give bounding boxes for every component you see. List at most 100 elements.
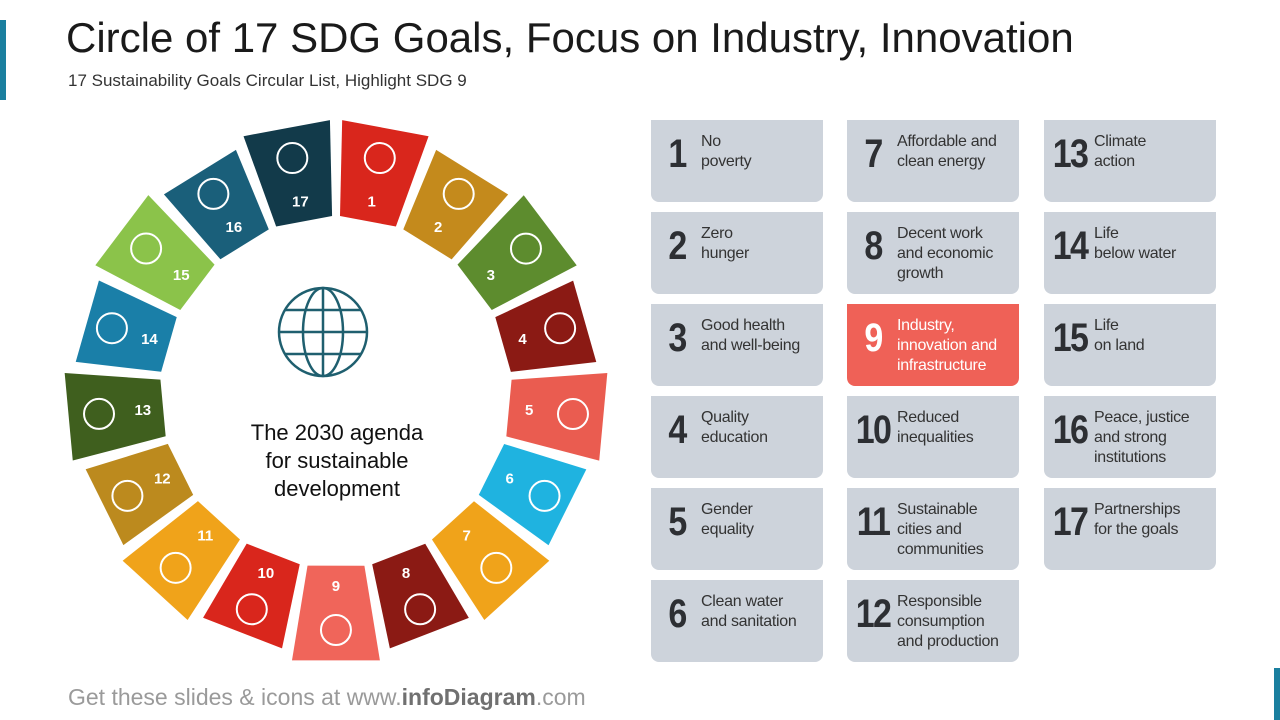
- goal-label-line: Partnerships: [1094, 501, 1181, 518]
- segment-number: 14: [141, 331, 158, 348]
- goal-label-line: cities and: [897, 521, 962, 538]
- goal-card: 8 Decent work and economic growth: [847, 212, 1019, 294]
- segment-number: 4: [518, 331, 527, 348]
- goal-card: 3 Good health and well-being: [651, 304, 823, 386]
- goal-label-line: Reduced: [897, 409, 959, 426]
- goal-number: 15: [1052, 316, 1089, 360]
- goal-number: 6: [668, 592, 687, 636]
- goal-label-line: and well-being: [701, 337, 800, 354]
- center-text: development: [274, 476, 400, 501]
- goal-number: 1: [668, 132, 687, 176]
- goal-label-line: below water: [1094, 245, 1177, 262]
- goal-number: 11: [856, 500, 891, 544]
- segment-icon: [95, 312, 128, 345]
- goal-label-line: Gender: [701, 501, 753, 518]
- goal-card: 17 Partnerships for the goals: [1044, 488, 1216, 570]
- footer: Get these slides & icons at www.infoDiag…: [68, 684, 586, 711]
- goal-card: 10 Reduced inequalities: [847, 396, 1019, 478]
- segment-icon: [159, 551, 192, 584]
- goal-label-line: institutions: [1094, 449, 1166, 466]
- goal-label: Clean water and sanitation: [701, 592, 797, 632]
- goal-label: Decent work and economic growth: [897, 224, 993, 284]
- goal-label: Gender equality: [701, 500, 754, 540]
- segment-icon: [130, 232, 163, 265]
- segment-icon: [235, 593, 268, 626]
- goal-number: 3: [668, 316, 687, 360]
- title: Circle of 17 SDG Goals, Focus on Industr…: [66, 14, 1074, 61]
- segment-number: 8: [402, 565, 410, 582]
- segment-icon: [83, 397, 116, 430]
- goal-label-line: Quality: [701, 409, 749, 426]
- goal-label-line: Peace, justice: [1094, 409, 1190, 426]
- goal-label: Peace, justice and strong institutions: [1094, 408, 1190, 468]
- goal-label: Reduced inequalities: [897, 408, 974, 448]
- goal-label-line: Life: [1094, 317, 1119, 334]
- wheel-segment: [291, 565, 380, 661]
- segment-icon: [544, 312, 577, 345]
- goal-label-line: Good health: [701, 317, 785, 334]
- goal-number: 7: [864, 132, 883, 176]
- accent-bar: [1274, 668, 1280, 720]
- goal-label-line: and economic: [897, 245, 994, 262]
- goal-label: Zero hunger: [701, 224, 749, 264]
- segment-number: 1: [368, 193, 376, 210]
- footer-text: .com: [535, 684, 586, 710]
- wheel-segment: [203, 543, 300, 649]
- goal-number: 16: [1052, 408, 1089, 452]
- goal-label: Sustainable cities and communities: [897, 500, 984, 560]
- goal-label: Climate action: [1094, 132, 1146, 172]
- footer-text: Get these slides & icons at www.: [68, 684, 402, 710]
- goal-label-line: growth: [897, 265, 944, 282]
- segment-number: 6: [505, 471, 513, 488]
- segment-icon: [197, 177, 230, 210]
- goal-label-line: infrastructure: [897, 357, 987, 374]
- goal-label: Life below water: [1094, 224, 1176, 264]
- wheel-segment: [478, 443, 587, 546]
- wheel-segment: [506, 373, 608, 461]
- goal-label: Responsible consumption and production: [897, 592, 999, 652]
- wheel-segment: [431, 501, 550, 621]
- goal-label: Quality education: [701, 408, 768, 448]
- goal-number: 17: [1052, 500, 1089, 544]
- goal-label-line: clean energy: [897, 153, 986, 170]
- segment-icon: [509, 232, 542, 265]
- goal-card: 1 No poverty: [651, 120, 823, 202]
- center-text: for sustainable: [265, 448, 408, 473]
- segment-number: 7: [462, 527, 470, 544]
- segment-icon: [319, 614, 352, 646]
- goal-label-line: on land: [1094, 337, 1145, 354]
- goal-card: 4 Quality education: [651, 396, 823, 478]
- goal-label-line: and sanitation: [701, 613, 797, 630]
- goal-label-line: Climate: [1094, 133, 1147, 150]
- footer-brand: infoDiagram: [401, 684, 536, 710]
- wheel-segment: [403, 149, 509, 260]
- goal-card: 6 Clean water and sanitation: [651, 580, 823, 662]
- segment-number: 15: [173, 267, 190, 284]
- goal-number: 14: [1052, 224, 1089, 268]
- wheel-segment: [64, 372, 166, 461]
- segment-number: 11: [197, 527, 213, 544]
- goal-label-line: education: [701, 429, 768, 446]
- segment-icon: [111, 479, 144, 512]
- goal-card: 13 Climate action: [1044, 120, 1216, 202]
- segment-icon: [363, 142, 396, 175]
- goal-label: Industry, innovation and infrastructure: [897, 316, 997, 376]
- goal-label-line: for the goals: [1094, 521, 1179, 538]
- wheel-segment: [163, 149, 269, 260]
- center-text: The 2030 agenda: [251, 420, 424, 445]
- goal-label: Life on land: [1094, 316, 1145, 356]
- goal-label-line: communities: [897, 541, 984, 558]
- segment-number: 12: [154, 470, 171, 487]
- segment-number: 3: [487, 267, 495, 284]
- goal-label-line: Industry,: [897, 317, 955, 334]
- goal-number: 5: [668, 500, 687, 544]
- goal-card: 16 Peace, justice and strong institutions: [1044, 396, 1216, 478]
- goal-label-line: Clean water: [701, 593, 784, 610]
- goal-number: 4: [668, 408, 687, 452]
- goal-label-line: and strong: [1094, 429, 1167, 446]
- segment-icon: [528, 479, 561, 512]
- segment-number: 17: [292, 193, 309, 210]
- subtitle: 17 Sustainability Goals Circular List, H…: [68, 71, 467, 90]
- goal-card: 9 Industry, innovation and infrastructure: [847, 304, 1019, 386]
- goal-card: 12 Responsible consumption and production: [847, 580, 1019, 662]
